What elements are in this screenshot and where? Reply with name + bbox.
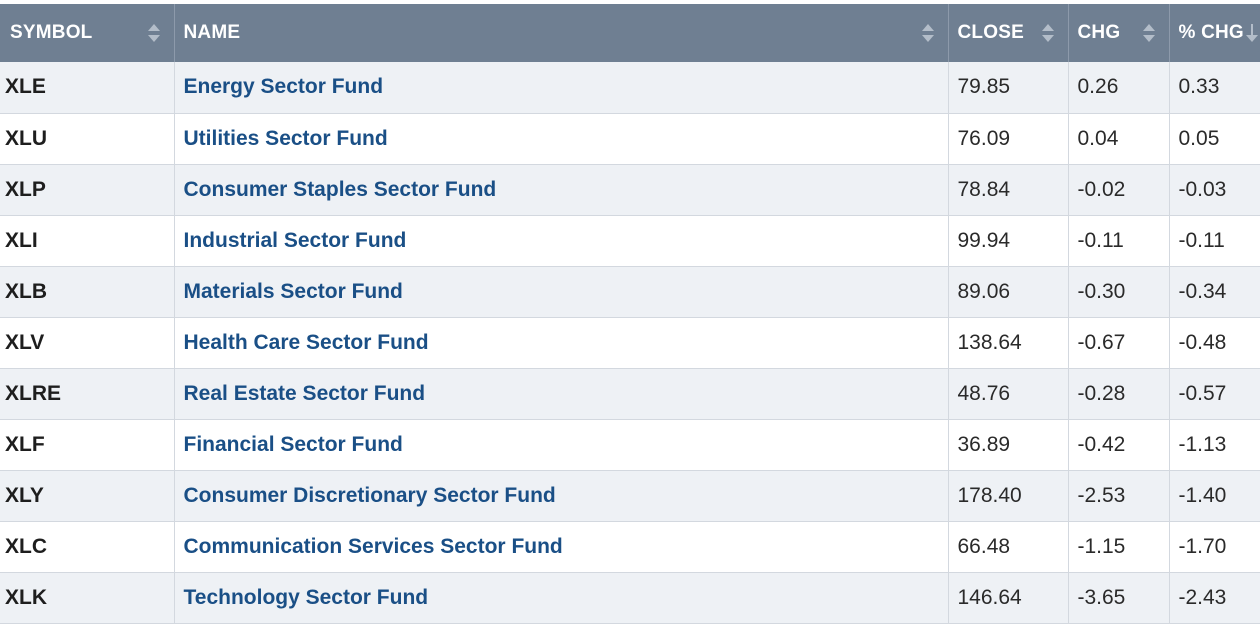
table-row: XLV Health Care Sector Fund 138.64 -0.67 -0.… bbox=[0, 317, 1260, 369]
table-row: XLB Materials Sector Fund 89.06 -0.30 -0.34 bbox=[0, 266, 1260, 318]
fund-name-link[interactable]: Consumer Staples Sector Fund bbox=[183, 177, 497, 201]
column-header-label: NAME bbox=[183, 22, 241, 43]
name-cell: Industrial Sector Fund bbox=[174, 215, 949, 267]
chg-cell: -0.30 bbox=[1068, 266, 1170, 318]
symbol-cell: XLF bbox=[0, 419, 175, 471]
close-cell: 99.94 bbox=[948, 215, 1069, 267]
pct-chg-cell: -0.48 bbox=[1169, 317, 1260, 369]
table-row: XLK Technology Sector Fund 146.64 -3.65 -2.4… bbox=[0, 572, 1260, 624]
column-header-label: CLOSE bbox=[957, 22, 1024, 43]
pct-chg-cell: -1.40 bbox=[1169, 470, 1260, 522]
sort-icon bbox=[147, 24, 160, 42]
fund-name-link[interactable]: Utilities Sector Fund bbox=[183, 126, 388, 150]
chg-cell: -1.15 bbox=[1068, 521, 1170, 573]
symbol-cell: XLE bbox=[0, 62, 175, 114]
header-row: SYMBOL NAME CLOSE CHG % CHG bbox=[0, 4, 1260, 62]
close-cell: 48.76 bbox=[948, 368, 1069, 420]
table-row: XLF Financial Sector Fund 36.89 -0.42 -1.13 bbox=[0, 419, 1260, 471]
column-header-pct-chg[interactable]: % CHG bbox=[1169, 4, 1260, 62]
symbol-cell: XLK bbox=[0, 572, 175, 624]
symbol-cell: XLY bbox=[0, 470, 175, 522]
column-header-label: SYMBOL bbox=[10, 22, 93, 43]
pct-chg-cell: -0.11 bbox=[1169, 215, 1260, 267]
sector-funds-table: SYMBOL NAME CLOSE CHG % CHG bbox=[0, 4, 1260, 624]
sort-icon bbox=[1041, 24, 1054, 42]
table-row: XLRE Real Estate Sector Fund 48.76 -0.28 -0.… bbox=[0, 368, 1260, 420]
chg-cell: -0.42 bbox=[1068, 419, 1170, 471]
fund-name-link[interactable]: Industrial Sector Fund bbox=[183, 228, 407, 252]
name-cell: Utilities Sector Fund bbox=[174, 113, 949, 165]
fund-name-link[interactable]: Energy Sector Fund bbox=[183, 75, 384, 99]
column-header-symbol[interactable]: SYMBOL bbox=[0, 4, 175, 62]
pct-chg-cell: -2.43 bbox=[1169, 572, 1260, 624]
symbol-cell: XLU bbox=[0, 113, 175, 165]
symbol-cell: XLB bbox=[0, 266, 175, 318]
table-row: XLC Communication Services Sector Fund 66.… bbox=[0, 521, 1260, 573]
name-cell: Materials Sector Fund bbox=[174, 266, 949, 318]
sort-icon bbox=[1142, 24, 1155, 42]
table-header: SYMBOL NAME CLOSE CHG % CHG bbox=[0, 4, 1260, 62]
table-row: XLP Consumer Staples Sector Fund 78.84 -0.0… bbox=[0, 164, 1260, 216]
fund-name-link[interactable]: Real Estate Sector Fund bbox=[183, 381, 426, 405]
pct-chg-cell: -1.13 bbox=[1169, 419, 1260, 471]
name-cell: Real Estate Sector Fund bbox=[174, 368, 949, 420]
column-header-label: % CHG bbox=[1178, 22, 1244, 43]
pct-chg-cell: -0.57 bbox=[1169, 368, 1260, 420]
fund-name-link[interactable]: Health Care Sector Fund bbox=[183, 330, 429, 354]
chg-cell: -0.11 bbox=[1068, 215, 1170, 267]
column-header-name[interactable]: NAME bbox=[174, 4, 949, 62]
name-cell: Consumer Staples Sector Fund bbox=[174, 164, 949, 216]
close-cell: 178.40 bbox=[948, 470, 1069, 522]
table-row: XLI Industrial Sector Fund 99.94 -0.11 -0.11 bbox=[0, 215, 1260, 267]
close-cell: 138.64 bbox=[948, 317, 1069, 369]
close-cell: 78.84 bbox=[948, 164, 1069, 216]
pct-chg-cell: 0.33 bbox=[1169, 62, 1260, 114]
chg-cell: 0.26 bbox=[1068, 62, 1170, 114]
fund-name-link[interactable]: Materials Sector Fund bbox=[183, 279, 403, 303]
close-cell: 76.09 bbox=[948, 113, 1069, 165]
close-cell: 66.48 bbox=[948, 521, 1069, 573]
pct-chg-cell: -0.34 bbox=[1169, 266, 1260, 318]
chg-cell: -2.53 bbox=[1068, 470, 1170, 522]
chg-cell: 0.04 bbox=[1068, 113, 1170, 165]
symbol-cell: XLC bbox=[0, 521, 175, 573]
close-cell: 146.64 bbox=[948, 572, 1069, 624]
chg-cell: -0.67 bbox=[1068, 317, 1170, 369]
column-header-label: CHG bbox=[1077, 22, 1121, 43]
sort-icon bbox=[921, 24, 934, 42]
fund-name-link[interactable]: Consumer Discretionary Sector Fund bbox=[183, 483, 556, 507]
symbol-cell: XLRE bbox=[0, 368, 175, 420]
column-header-chg[interactable]: CHG bbox=[1068, 4, 1170, 62]
pct-chg-cell: -1.70 bbox=[1169, 521, 1260, 573]
pct-chg-cell: -0.03 bbox=[1169, 164, 1260, 216]
table-row: XLU Utilities Sector Fund 76.09 0.04 0.05 bbox=[0, 113, 1260, 165]
chg-cell: -0.28 bbox=[1068, 368, 1170, 420]
sort-descending-icon bbox=[1246, 24, 1258, 42]
column-header-close[interactable]: CLOSE bbox=[948, 4, 1069, 62]
chg-cell: -0.02 bbox=[1068, 164, 1170, 216]
pct-chg-cell: 0.05 bbox=[1169, 113, 1260, 165]
symbol-cell: XLP bbox=[0, 164, 175, 216]
name-cell: Communication Services Sector Fund bbox=[174, 521, 949, 573]
table-row: XLE Energy Sector Fund 79.85 0.26 0.33 bbox=[0, 62, 1260, 114]
fund-name-link[interactable]: Communication Services Sector Fund bbox=[183, 534, 563, 558]
fund-name-link[interactable]: Technology Sector Fund bbox=[183, 585, 429, 609]
close-cell: 89.06 bbox=[948, 266, 1069, 318]
name-cell: Energy Sector Fund bbox=[174, 62, 949, 114]
chg-cell: -3.65 bbox=[1068, 572, 1170, 624]
symbol-cell: XLV bbox=[0, 317, 175, 369]
close-cell: 36.89 bbox=[948, 419, 1069, 471]
table-row: XLY Consumer Discretionary Sector Fund 178… bbox=[0, 470, 1260, 522]
close-cell: 79.85 bbox=[948, 62, 1069, 114]
table-body: XLE Energy Sector Fund 79.85 0.26 0.33 XLU Uti… bbox=[0, 62, 1260, 624]
name-cell: Health Care Sector Fund bbox=[174, 317, 949, 369]
fund-name-link[interactable]: Financial Sector Fund bbox=[183, 432, 403, 456]
name-cell: Financial Sector Fund bbox=[174, 419, 949, 471]
name-cell: Technology Sector Fund bbox=[174, 572, 949, 624]
symbol-cell: XLI bbox=[0, 215, 175, 267]
name-cell: Consumer Discretionary Sector Fund bbox=[174, 470, 949, 522]
